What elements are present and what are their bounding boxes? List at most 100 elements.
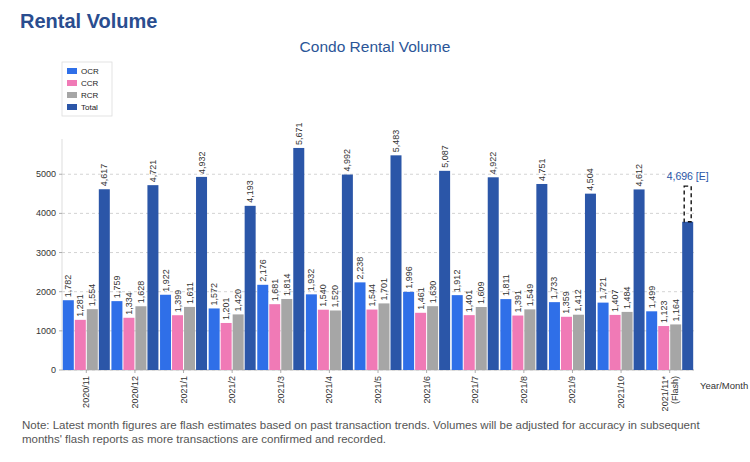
bar [355,282,366,370]
x-tick [475,370,476,373]
x-tick-label-line: 2021/8 [519,376,529,404]
bar [500,299,511,370]
data-label: 4,612 [634,164,644,187]
bar [670,324,681,370]
data-label: 4,992 [342,149,352,172]
x-tick-label-line: 2021/2 [227,376,237,404]
bar [682,222,693,370]
x-tick [572,370,573,373]
data-label: 1,520 [330,285,340,308]
x-tick-label: 2021/4 [324,376,334,404]
bar [634,189,645,370]
x-tick-label-line: 2021/9 [567,376,577,404]
x-tick-label: 2021/11*(Flash) [660,376,680,412]
bars [63,148,693,370]
x-tick-label: 2020/12 [130,376,140,409]
x-tick [232,370,233,373]
x-tick [183,370,184,373]
bar [293,148,304,370]
x-tick-label: 2021/9 [567,376,577,404]
data-label: 4,922 [488,152,498,175]
bar [63,300,74,370]
data-label: 4,617 [99,164,109,187]
data-label: 1,628 [136,281,146,304]
bar [646,311,657,370]
bar [524,309,535,370]
bar [488,177,499,370]
x-tick-label-line: (Flash) [670,376,680,404]
bar [245,206,256,370]
data-labels: 1,7821,7591,9221,5722,1761,9322,2381,996… [63,122,680,323]
data-label: 1,123 [659,301,669,324]
bar [184,307,195,370]
bar [403,292,414,370]
data-label: 1,609 [476,281,486,304]
bar [135,306,146,370]
data-label: 1,391 [513,290,523,313]
data-label: 1,281 [75,294,85,317]
y-tick-label: 2000 [36,287,56,297]
data-label: 1,996 [404,266,414,289]
y-tick-label: 5000 [36,169,56,179]
bar [476,307,487,370]
x-axis-label: Year/Month [700,380,748,391]
x-tick [669,370,670,373]
data-label: 1,201 [221,297,231,320]
bar [160,295,171,370]
data-label: 1,499 [647,286,657,309]
bar [209,308,220,370]
data-label: 1,611 [185,282,195,304]
legend: OCRCCRRCRTotal [62,62,112,116]
data-label: 1,811 [501,274,511,296]
x-tick [329,370,330,373]
bar [598,303,609,370]
bar [196,177,207,370]
x-tick-label-line: 2021/1 [179,376,189,404]
x-tick-label-line: 2020/12 [130,376,140,409]
page-heading: Rental Volume [20,10,157,32]
bar [439,171,450,370]
legend-label: OCR [81,67,99,76]
bar [330,310,341,370]
bar [111,301,122,370]
data-label: 1,407 [610,289,620,312]
bar [391,155,402,370]
y-tick [59,370,62,371]
bar [415,313,426,370]
bar [269,304,280,370]
bar [573,315,584,370]
data-label: 5,483 [391,130,401,153]
bar [147,185,158,370]
data-label: 1,572 [209,283,219,306]
data-label: 1,814 [282,273,292,296]
x-tick [523,370,524,373]
x-tick-label: 2021/3 [276,376,286,404]
y-tick-label: 1000 [36,326,56,336]
data-label: 1,701 [379,278,389,301]
bar [233,314,244,370]
bar [379,303,390,370]
bar [257,285,268,370]
legend-swatch [67,92,77,98]
data-label: 1,359 [561,291,571,314]
x-tick-label: 2021/7 [470,376,480,404]
data-label: 4,932 [197,151,207,174]
bar [306,294,317,370]
data-label: 4,751 [537,158,547,181]
data-label: 1,681 [270,279,280,302]
legend-label: Total [81,103,98,112]
x-tick-label: 2021/6 [422,376,432,404]
x-tick-label-line: 2021/10 [616,376,626,409]
x-tick [134,370,135,373]
data-label: 1,733 [549,277,559,300]
x-tick-label: 2021/5 [373,376,383,404]
chart-title: Condo Rental Volume [300,38,451,55]
y-tick-label: 3000 [36,248,56,258]
data-label: 4,504 [585,168,595,191]
bar [123,318,134,370]
data-label: 1,484 [622,286,632,309]
x-tick [280,370,281,373]
bar [561,317,572,370]
data-label: 1,630 [428,281,438,304]
bar [75,320,86,370]
